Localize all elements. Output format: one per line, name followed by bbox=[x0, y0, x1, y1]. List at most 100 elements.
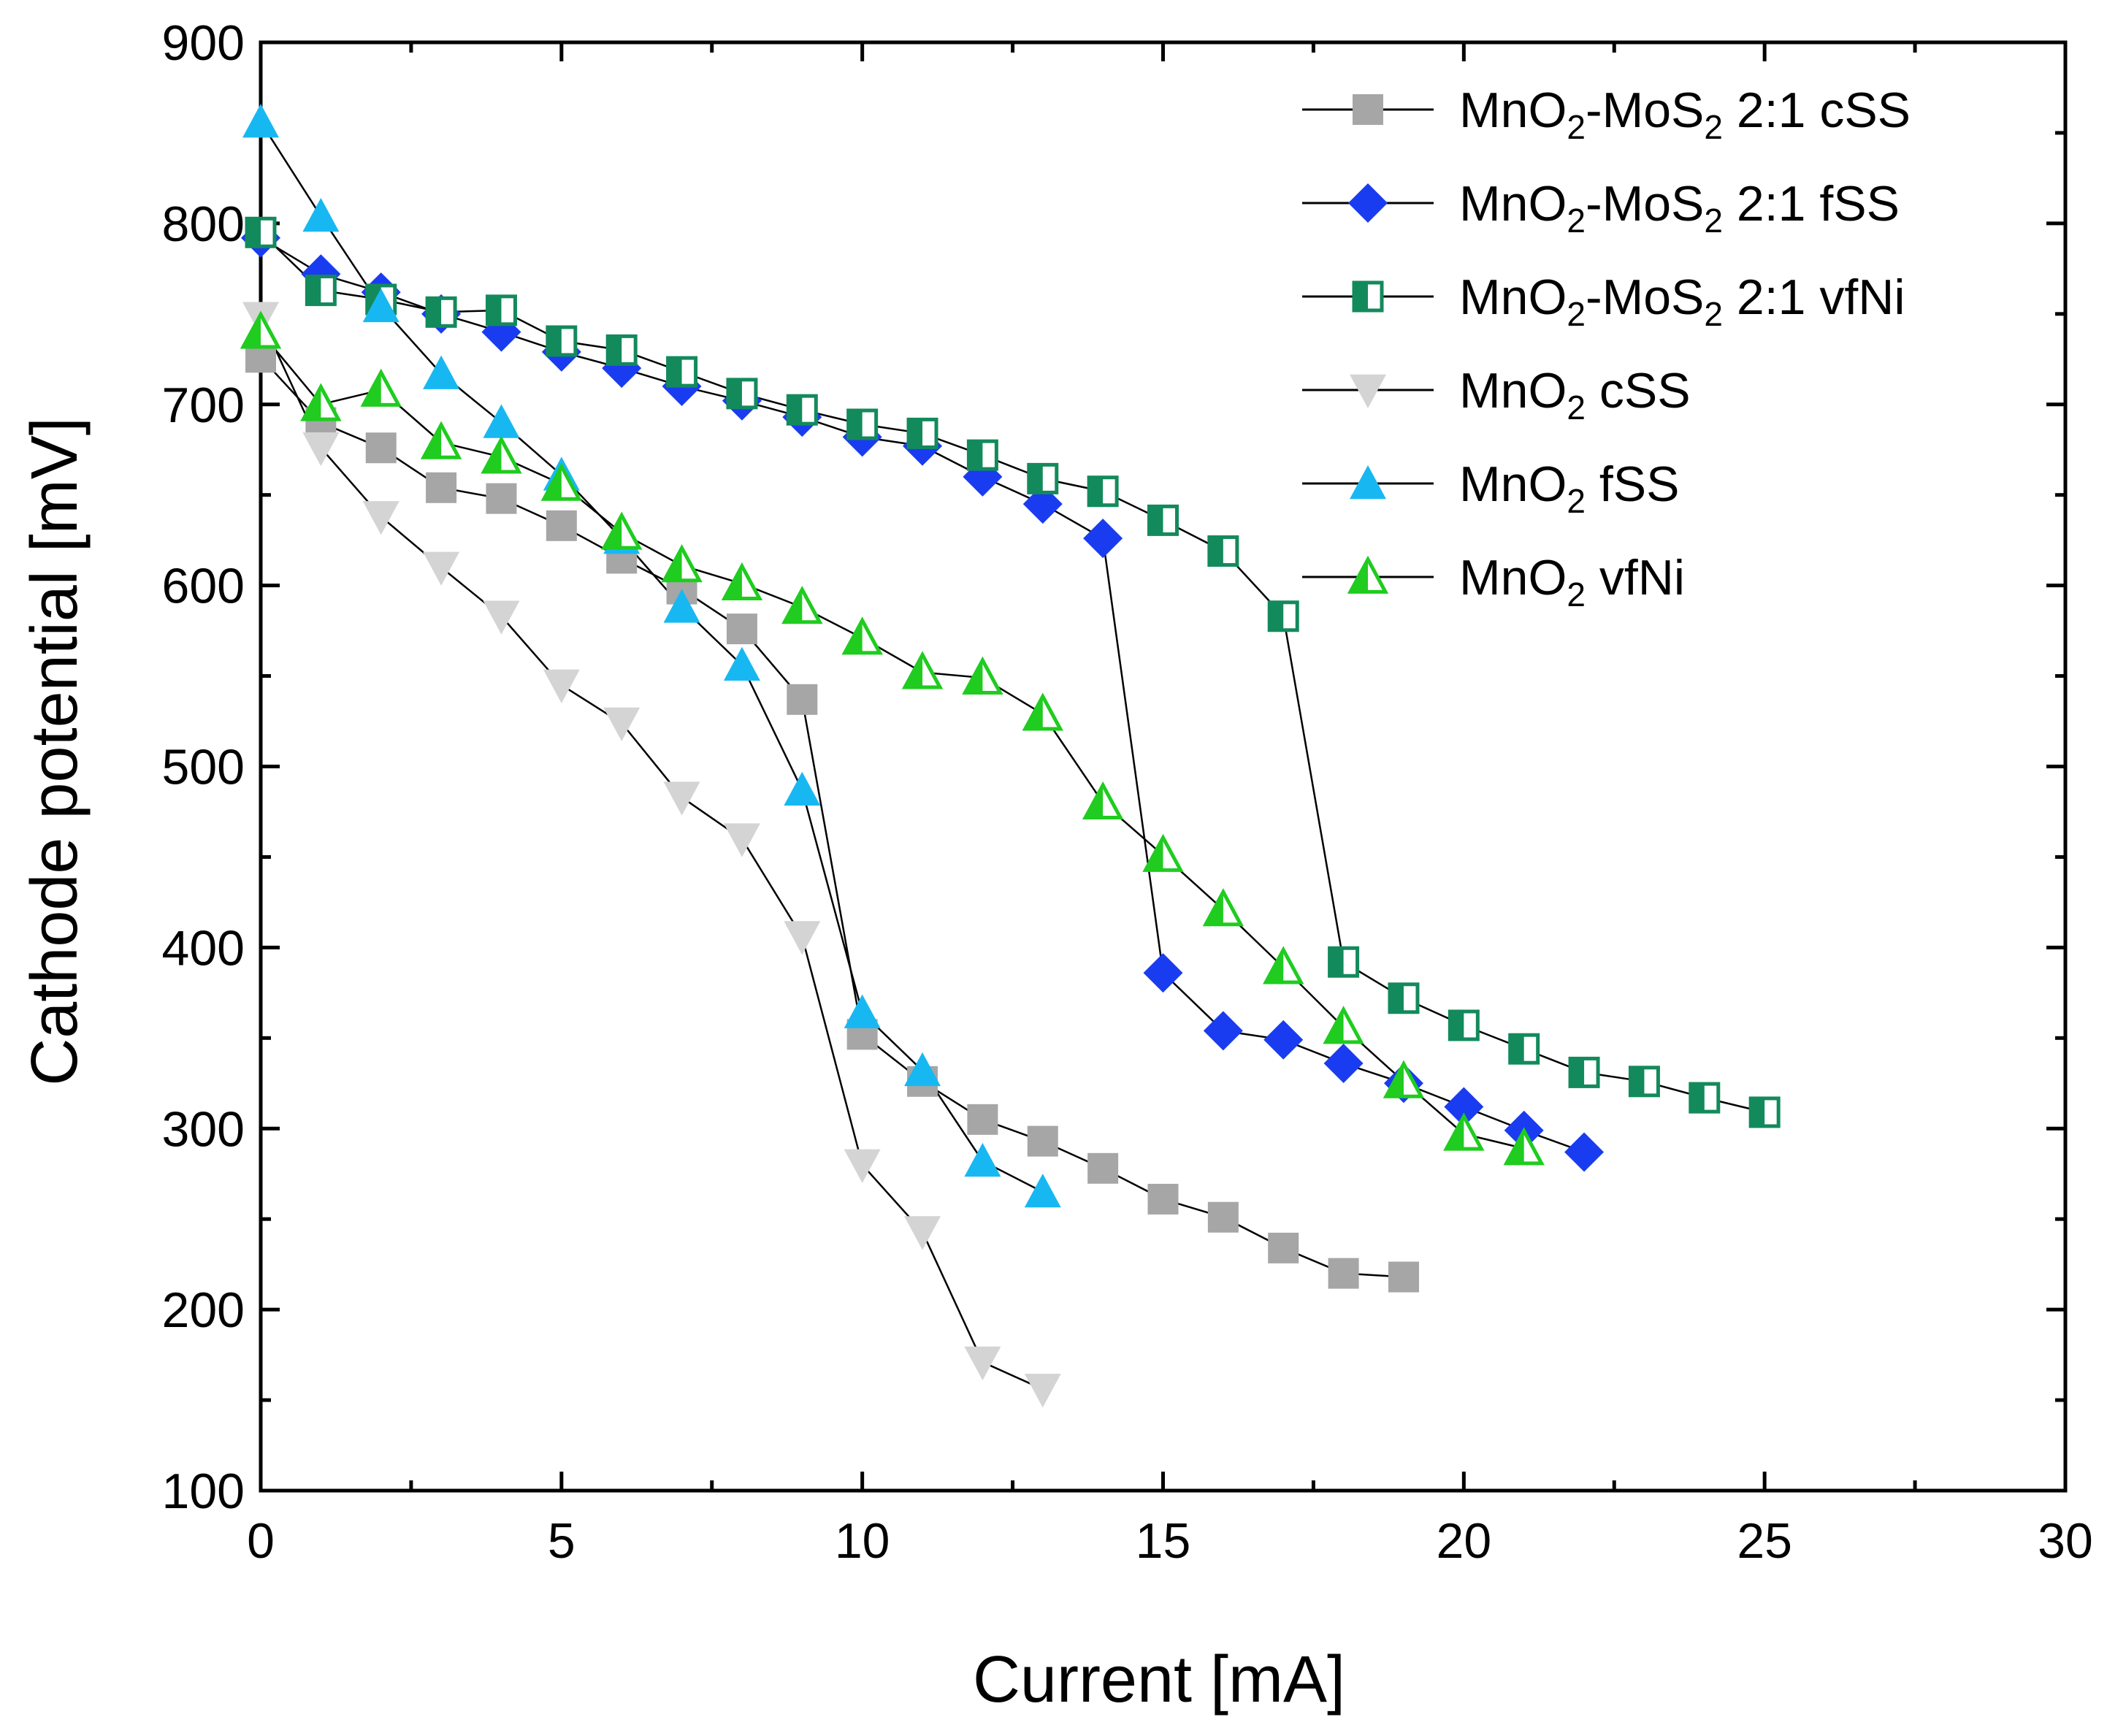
legend-subscript: 2 bbox=[1567, 295, 1586, 333]
data-point bbox=[1263, 1020, 1304, 1060]
marker-half-fill bbox=[1145, 837, 1163, 871]
y-tick-label: 400 bbox=[162, 920, 245, 976]
y-tick-label: 100 bbox=[162, 1464, 245, 1519]
data-point bbox=[362, 501, 399, 535]
marker-half-fill bbox=[424, 424, 442, 458]
data-point bbox=[1203, 1011, 1243, 1051]
marker-half-fill bbox=[543, 466, 562, 500]
y-tick-label: 200 bbox=[162, 1282, 245, 1338]
legend-text-part: 2:1 cSS bbox=[1723, 83, 1911, 138]
data-point bbox=[663, 781, 700, 816]
legend-text-part: 2:1 fSS bbox=[1723, 176, 1900, 232]
marker-half-fill bbox=[1448, 1009, 1464, 1041]
marker-half-fill bbox=[1027, 463, 1043, 494]
legend-marker bbox=[1350, 465, 1386, 500]
data-point bbox=[1087, 475, 1119, 508]
marker-half-fill bbox=[243, 314, 261, 347]
marker-half-fill bbox=[724, 566, 742, 599]
data-point bbox=[603, 707, 640, 742]
series-markers-2 bbox=[245, 216, 1781, 1128]
data-point bbox=[1024, 1174, 1061, 1208]
marker-half-fill bbox=[1388, 982, 1404, 1014]
marker-half-fill bbox=[1266, 949, 1284, 983]
data-point bbox=[360, 368, 402, 407]
data-point bbox=[1503, 1127, 1545, 1166]
legend-text-part: 2:1 vfNi bbox=[1723, 269, 1905, 325]
data-point bbox=[904, 1216, 941, 1250]
y-axis-title: Cathode potential [mV] bbox=[18, 417, 91, 1086]
data-point bbox=[423, 551, 460, 586]
marker-half-fill bbox=[426, 297, 442, 328]
legend-text-part: MnO bbox=[1459, 83, 1567, 138]
data-point bbox=[1568, 1056, 1600, 1088]
marker-half-fill bbox=[1749, 1096, 1765, 1128]
data-point bbox=[1082, 781, 1124, 819]
legend-subscript: 2 bbox=[1704, 202, 1723, 240]
marker-half-fill bbox=[1385, 1063, 1404, 1097]
legend-subscript: 2 bbox=[1567, 389, 1586, 427]
marker-half-fill bbox=[967, 440, 983, 471]
data-point bbox=[426, 472, 457, 503]
data-point bbox=[786, 394, 818, 426]
data-point bbox=[1207, 535, 1239, 567]
data-point bbox=[305, 275, 337, 307]
legend-subscript: 2 bbox=[1567, 108, 1586, 146]
marker-half-fill bbox=[664, 548, 682, 581]
data-point bbox=[245, 216, 277, 248]
marker-half-fill bbox=[486, 294, 502, 326]
legend-marker bbox=[1347, 555, 1389, 594]
data-point bbox=[723, 646, 760, 681]
marker-half-fill bbox=[1350, 559, 1368, 592]
marker-half-fill bbox=[1147, 505, 1163, 536]
legend-label: MnO2-MoS2 2:1 vfNi bbox=[1459, 269, 1905, 333]
data-point bbox=[1143, 953, 1183, 993]
marker-half-fill bbox=[784, 589, 803, 622]
series-markers-3 bbox=[242, 302, 1061, 1408]
y-tick-label: 800 bbox=[162, 196, 245, 252]
data-point bbox=[964, 1142, 1001, 1177]
data-point bbox=[1087, 1152, 1119, 1184]
data-point bbox=[1147, 1183, 1179, 1215]
data-point bbox=[663, 589, 700, 623]
data-point bbox=[302, 432, 340, 467]
x-tick-label: 10 bbox=[835, 1513, 890, 1569]
marker-half-fill bbox=[1353, 281, 1368, 312]
legend-entry-1: MnO2-MoS2 2:1 fSS bbox=[1302, 176, 1900, 240]
legend-subscript: 2 bbox=[1567, 576, 1586, 613]
legend-marker bbox=[1353, 94, 1383, 125]
data-point bbox=[726, 378, 758, 410]
data-point bbox=[1323, 1044, 1364, 1084]
legend-text-part: MnO bbox=[1459, 550, 1567, 605]
marker-half-fill bbox=[666, 356, 682, 388]
data-point bbox=[546, 325, 578, 357]
data-point bbox=[1083, 519, 1123, 559]
data-point bbox=[962, 656, 1003, 695]
data-point bbox=[1443, 1112, 1485, 1151]
marker-half-fill bbox=[1205, 892, 1223, 925]
data-point bbox=[784, 771, 821, 806]
legend-text-part: -MoS bbox=[1586, 83, 1704, 138]
data-point bbox=[781, 586, 823, 624]
data-point bbox=[485, 294, 517, 326]
legend-text-part: MnO bbox=[1459, 456, 1567, 512]
legend-entry-2: MnO2-MoS2 2:1 vfNi bbox=[1302, 269, 1905, 333]
legend-marker bbox=[1348, 183, 1388, 223]
data-point bbox=[483, 600, 520, 635]
x-tick-label: 5 bbox=[548, 1513, 575, 1569]
marker-half-fill bbox=[726, 378, 742, 409]
data-point bbox=[1383, 1060, 1425, 1098]
data-point bbox=[1027, 462, 1059, 494]
data-point bbox=[846, 408, 879, 440]
legend-subscript: 2 bbox=[1704, 295, 1723, 333]
data-point bbox=[844, 1149, 881, 1183]
y-tick-label: 300 bbox=[162, 1101, 245, 1157]
marker-half-fill bbox=[604, 515, 622, 548]
marker-half-fill bbox=[305, 275, 321, 306]
data-point bbox=[365, 432, 397, 464]
data-point bbox=[1448, 1009, 1480, 1041]
data-point bbox=[1328, 1258, 1359, 1289]
data-point bbox=[1207, 1201, 1239, 1233]
legend-marker bbox=[1352, 280, 1384, 313]
